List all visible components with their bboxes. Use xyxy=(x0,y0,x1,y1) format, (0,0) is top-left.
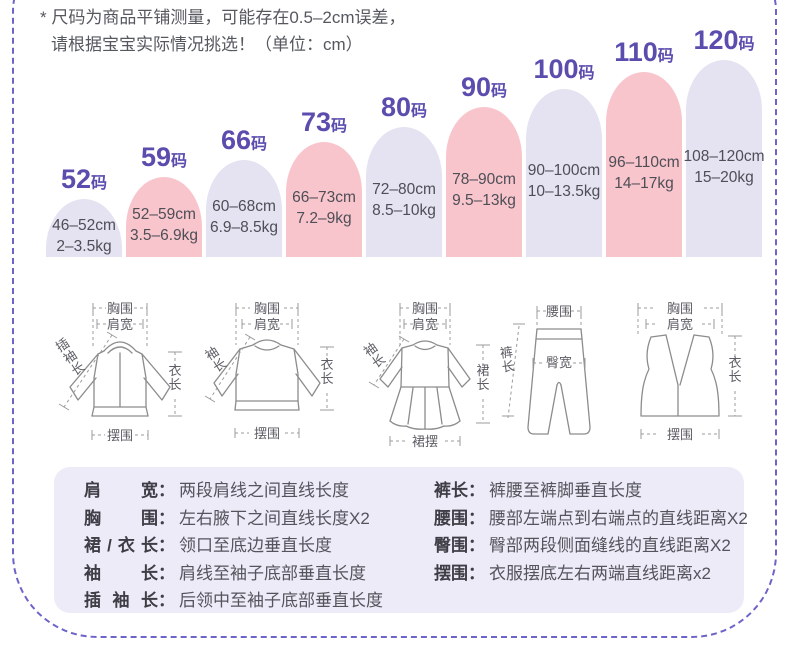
hem-label: 摆围 xyxy=(107,428,133,443)
sleeve-label: 袖长 xyxy=(361,340,388,371)
legend-item: 胸围： 左右腋下之间直线长度X2 xyxy=(84,508,370,528)
size-label: 90码 xyxy=(460,72,508,102)
size-bar-shape: 66–73cm 7.2–9kg xyxy=(286,142,362,257)
weight-range: 8.5–10kg xyxy=(372,202,436,219)
skirt-length-label: 裙长 xyxy=(476,363,489,392)
size-bar-shape: 72–80cm 8.5–10kg xyxy=(366,127,442,257)
measurement-note: * 尺码为商品平铺测量，可能存在0.5–2cm误差， 请根据宝宝实际情况挑选！（… xyxy=(40,4,406,58)
legend-item: 肩宽： 两段肩线之间直线长度 xyxy=(84,481,349,500)
chest-label: 胸围 xyxy=(254,301,280,316)
size-label: 52码 xyxy=(60,164,108,194)
size-bar: 80码 72–80cm 8.5–10kg xyxy=(366,94,442,257)
length-label: 衣长 xyxy=(320,357,333,386)
size-bar: 73码 66–73cm 7.2–9kg xyxy=(286,109,362,257)
hip-label: 臀宽 xyxy=(546,355,572,370)
height-range: 108–120cm xyxy=(683,147,765,165)
legend-item: 插袖长： 后领中至袖子底部垂直长度 xyxy=(84,591,383,610)
size-label: 73码 xyxy=(300,107,348,137)
height-range: 60–68cm xyxy=(212,197,276,215)
height-range: 52–59cm xyxy=(132,206,196,223)
size-bar: 110码 96–110cm 14–17kg xyxy=(606,39,682,257)
length-label: 衣长 xyxy=(728,355,741,384)
diagram-vest: 胸围 肩宽 衣长 摆围 xyxy=(637,301,742,442)
size-bar-shape: 90–100cm 10–13.5kg xyxy=(526,89,602,257)
chest-label: 胸围 xyxy=(667,301,693,316)
hem-label: 摆围 xyxy=(254,426,280,441)
note-line-2: 请根据宝宝实际情况挑选！（单位：cm） xyxy=(51,35,363,54)
size-bar-shape: 108–120cm 15–20kg xyxy=(683,60,765,257)
size-bar: 120码 108–120cm 15–20kg xyxy=(683,25,765,257)
size-bar: 52码 46–52cm 2–3.5kg xyxy=(46,166,122,257)
height-range: 72–80cm xyxy=(372,181,436,198)
shoulder-label: 肩宽 xyxy=(107,317,133,332)
weight-range: 14–17kg xyxy=(614,174,674,192)
size-bar-shape: 52–59cm 3.5–6.9kg xyxy=(126,177,202,257)
waist-label: 腰围 xyxy=(546,304,572,319)
size-label: 66码 xyxy=(220,125,268,155)
size-bar: 66码 60–68cm 6.9–8.5kg xyxy=(206,127,282,257)
legend-left-column: 肩宽： 两段肩线之间直线长度 胸围： 左右腋下之间直线长度X2 裙/衣长： 领口至底边… xyxy=(84,477,383,615)
weight-range: 7.2–9kg xyxy=(296,209,352,227)
size-label: 100码 xyxy=(533,54,595,84)
size-bar-shape: 78–90cm 9.5–13kg xyxy=(446,107,522,257)
diagram-hooded-jacket: 胸围 肩宽 插袖长 衣长 摆围 xyxy=(53,301,182,443)
height-range: 66–73cm xyxy=(292,188,356,206)
note-line-1: * 尺码为商品平铺测量，可能存在0.5–2cm误差， xyxy=(40,8,406,27)
legend-item: 袖长： 肩线至袖子底部垂直长度 xyxy=(84,563,366,583)
height-range: 46–52cm xyxy=(52,217,116,234)
legend-right-column: 裤长： 裤腰至裤脚垂直长度 腰围： 腰部左端点到右端点的直线距离X2 臀围： 臀部两段… xyxy=(434,477,748,587)
length-label: 衣长 xyxy=(168,363,181,392)
legend-item: 臀围： 臀部两段侧面缝线的直线距离X2 xyxy=(434,536,731,555)
shoulder-label: 肩宽 xyxy=(412,317,438,332)
size-label: 120码 xyxy=(693,25,755,55)
legend-item: 裙/衣长： 领口至底边垂直长度 xyxy=(84,536,332,555)
raglan-sleeve-label: 插袖长 xyxy=(53,335,87,378)
size-bar-shape: 46–52cm 2–3.5kg xyxy=(46,199,122,257)
measurement-legend: 肩宽： 两段肩线之间直线长度 胸围： 左右腋下之间直线长度X2 裙/衣长： 领口至底边… xyxy=(54,467,748,615)
legend-item: 摆围： 衣服摆底左右两端直线距离x2 xyxy=(434,563,711,583)
skirt-hem-label: 裙摆 xyxy=(412,434,438,449)
chest-label: 胸围 xyxy=(412,301,438,316)
weight-range: 3.5–6.9kg xyxy=(129,227,199,244)
pants-length-label: 裤长 xyxy=(499,344,516,375)
sleeve-label: 袖长 xyxy=(202,344,229,375)
shoulder-label: 肩宽 xyxy=(667,317,693,332)
size-bars: 52码 46–52cm 2–3.5kg 59码 52–59cm 3.5–6.9k… xyxy=(46,0,765,257)
size-bar: 100码 90–100cm 10–13.5kg xyxy=(526,56,602,257)
size-bar: 90码 78–90cm 9.5–13kg xyxy=(446,74,522,257)
diagram-pants: 腰围 臀宽 裤长 xyxy=(499,304,591,435)
weight-range: 15–20kg xyxy=(694,168,754,186)
shoulder-label: 肩宽 xyxy=(254,317,280,332)
size-bar-shape: 60–68cm 6.9–8.5kg xyxy=(206,160,282,257)
weight-range: 10–13.5kg xyxy=(527,183,601,200)
weight-range: 2–3.5kg xyxy=(56,238,112,255)
size-label: 59码 xyxy=(140,142,188,172)
hem-label: 摆围 xyxy=(667,427,693,442)
legend-item: 腰围： 腰部左端点到右端点的直线距离X2 xyxy=(434,508,748,528)
weight-range: 6.9–8.5kg xyxy=(209,218,279,236)
size-bar: 59码 52–59cm 3.5–6.9kg xyxy=(126,144,202,257)
diagram-dress: 胸围 肩宽 袖长 裙长 裙摆 xyxy=(361,301,490,449)
height-range: 96–110cm xyxy=(608,153,680,171)
size-label: 110码 xyxy=(614,37,674,67)
size-label: 80码 xyxy=(380,92,428,122)
height-range: 90–100cm xyxy=(527,162,601,179)
weight-range: 9.5–13kg xyxy=(452,192,516,209)
diagram-sweater: 胸围 肩宽 袖长 衣长 摆围 xyxy=(202,301,334,441)
height-range: 78–90cm xyxy=(452,171,516,188)
size-bar-shape: 96–110cm 14–17kg xyxy=(606,72,682,257)
legend-item: 裤长： 裤腰至裤脚垂直长度 xyxy=(434,481,642,500)
chest-label: 胸围 xyxy=(107,301,133,316)
